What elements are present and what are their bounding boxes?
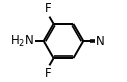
Text: N: N [96,35,105,47]
Text: F: F [45,2,52,15]
Text: H$_2$N: H$_2$N [10,33,34,49]
Text: F: F [45,67,52,80]
